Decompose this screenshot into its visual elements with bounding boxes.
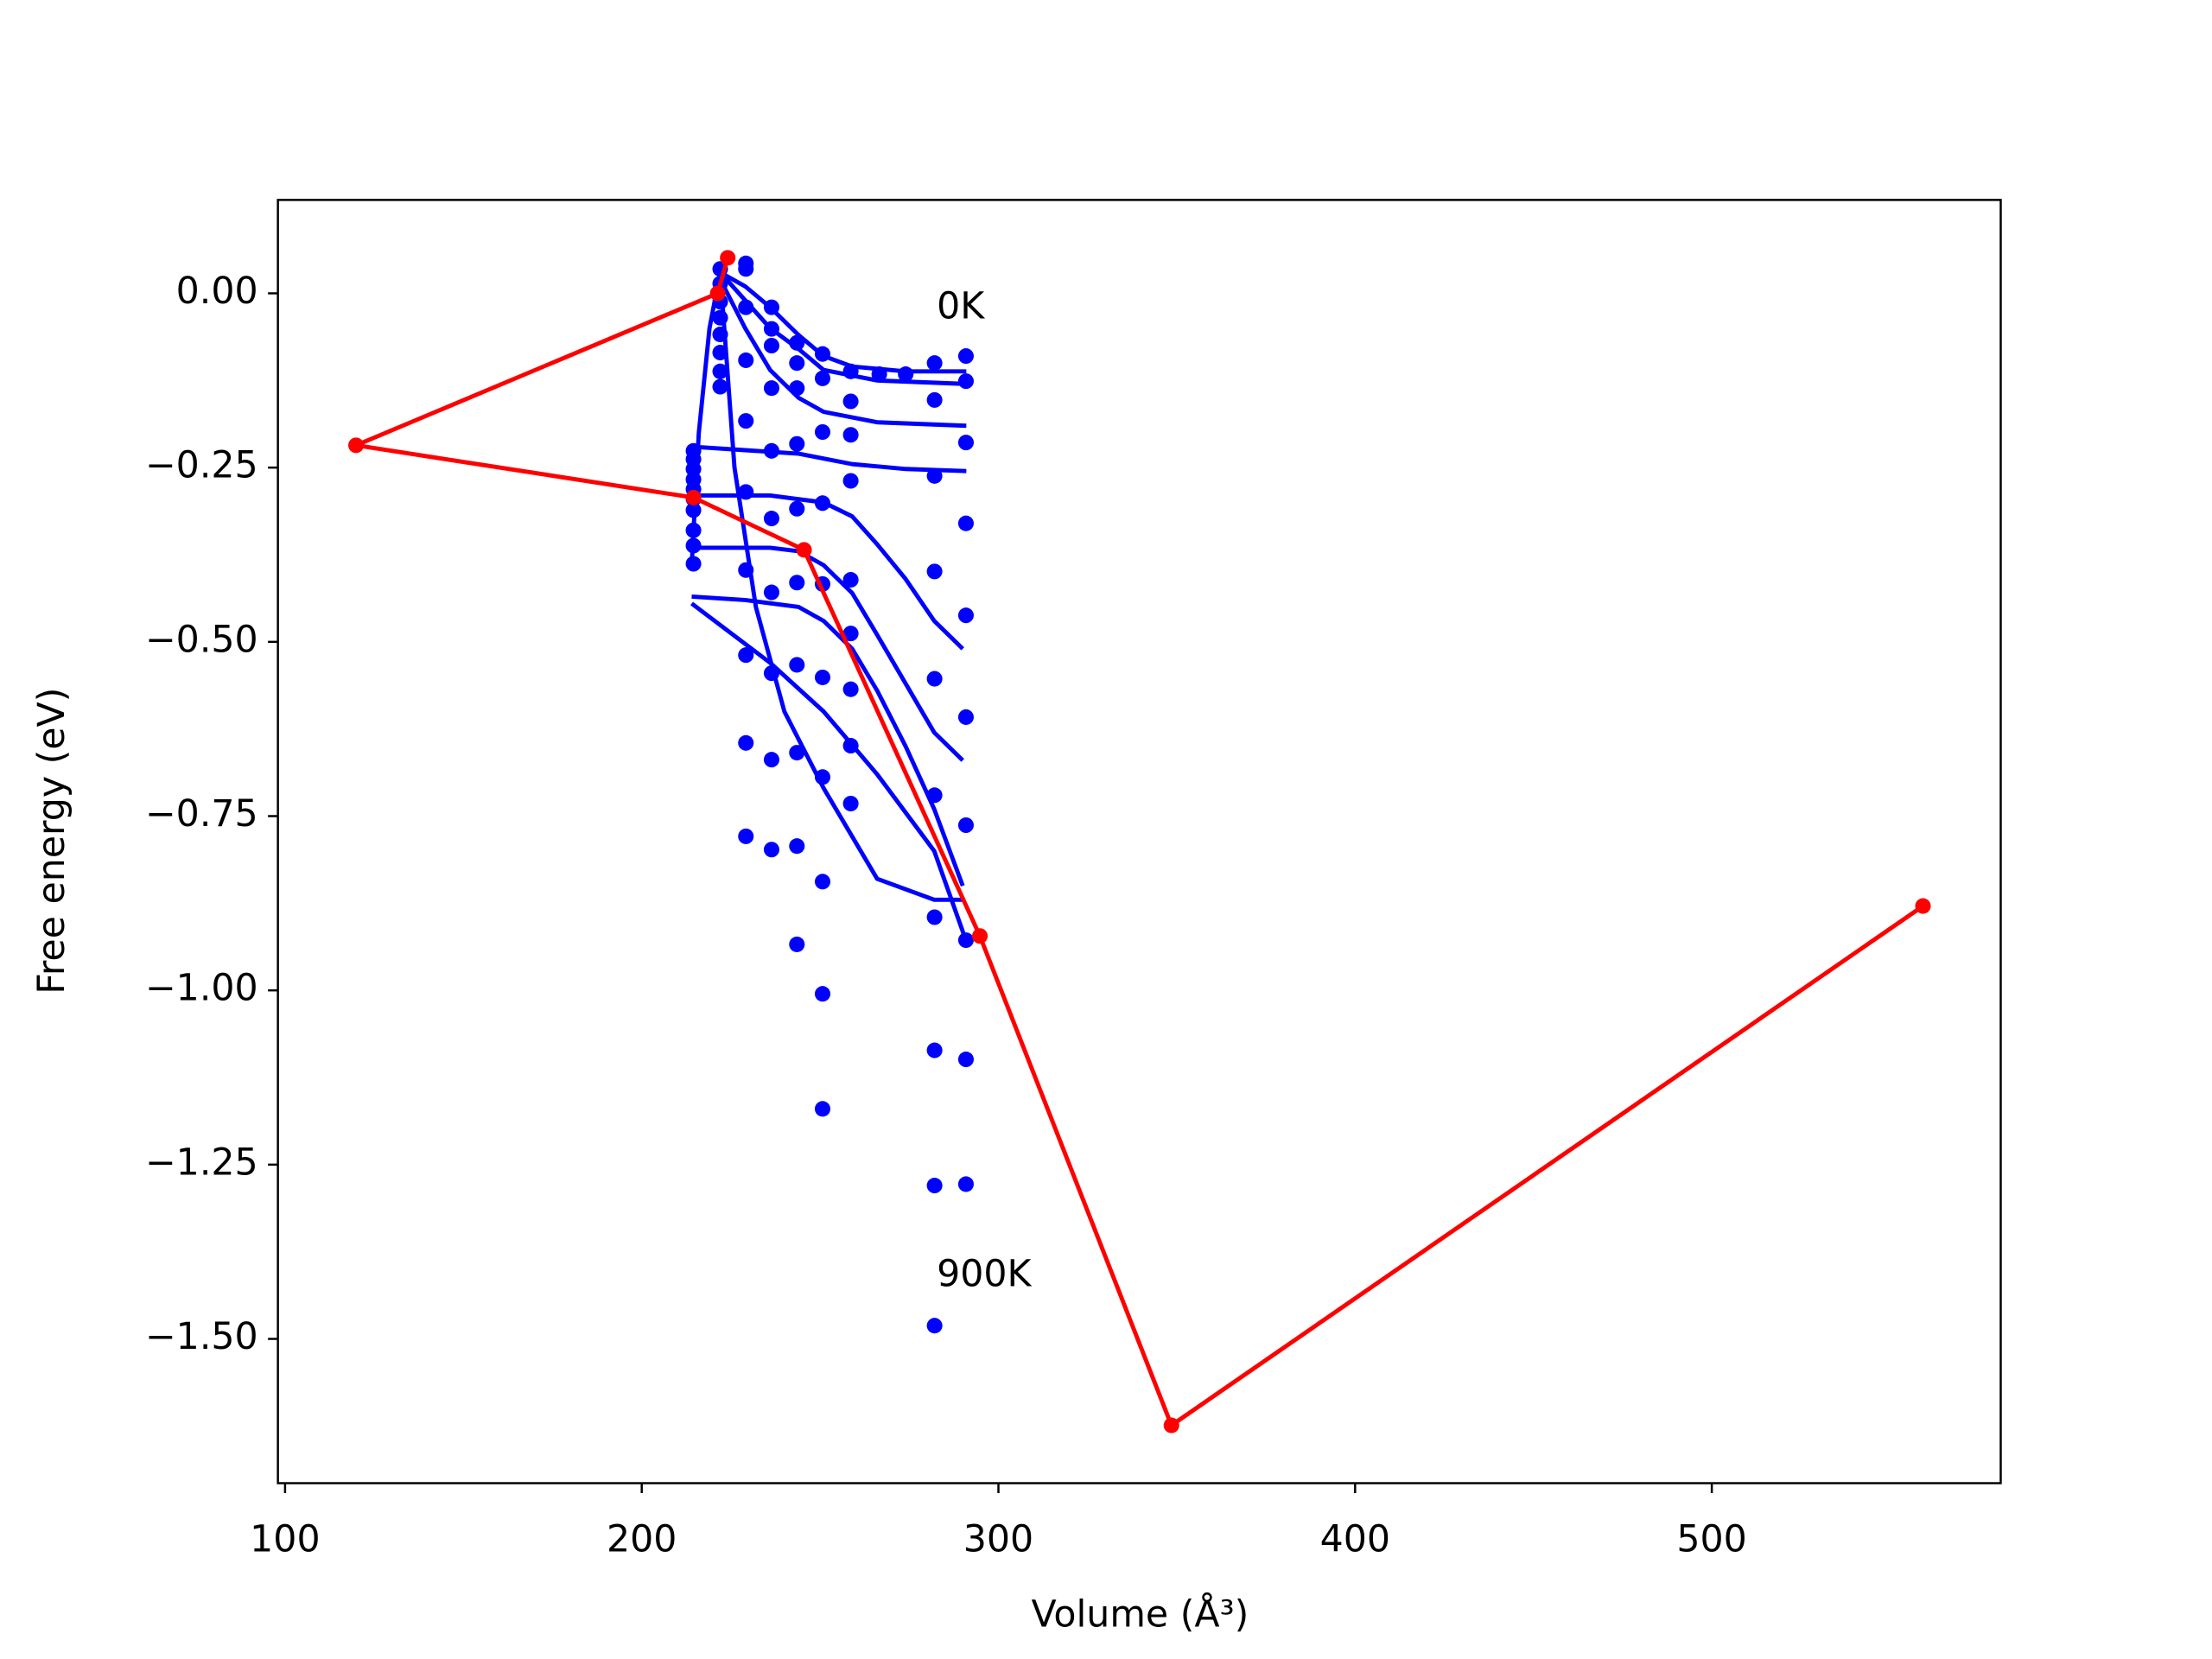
scatter-point [926, 355, 943, 372]
y-tick-label: −1.25 [145, 1141, 258, 1184]
series-line [718, 272, 963, 902]
series-marker [685, 489, 702, 505]
scatter-point [842, 393, 859, 410]
series-line [691, 545, 964, 762]
series-marker [348, 437, 365, 454]
series-line [691, 444, 967, 474]
scatter-point [738, 413, 754, 429]
series-marker [1163, 1417, 1179, 1433]
scatter-point [738, 734, 754, 751]
x-tick-label: 500 [1676, 1517, 1746, 1560]
scatter-point [842, 795, 859, 812]
scatter-point [842, 473, 859, 489]
series-marker [720, 250, 736, 266]
scatter-point [763, 511, 779, 527]
x-tick-label: 100 [250, 1517, 320, 1560]
scatter-point [842, 572, 859, 588]
y-tick-label: −0.50 [145, 618, 258, 661]
plot-frame [276, 199, 2002, 1484]
scatter-point [814, 1101, 831, 1117]
scatter-point [926, 391, 943, 408]
scatter-point [957, 817, 974, 834]
scatter-point [738, 352, 754, 368]
y-tick-label: −0.75 [145, 792, 258, 836]
y-tick-label: −1.00 [145, 967, 258, 1010]
x-tick-label: 200 [607, 1517, 677, 1560]
series-line [353, 257, 1924, 1428]
scatter-point [926, 671, 943, 687]
series-line [691, 594, 965, 887]
series-line [719, 270, 967, 374]
scatter-point [957, 1176, 974, 1192]
scatter-point [957, 348, 974, 365]
scatter-point [763, 842, 779, 858]
scatter-point [789, 355, 805, 372]
scatter-point [814, 370, 831, 386]
scatter-point [763, 337, 779, 354]
scatter-point [926, 1042, 943, 1058]
scatter-point [842, 681, 859, 697]
x-axis-label: Volume (Å³) [1031, 1592, 1249, 1636]
scatter-point [763, 380, 779, 397]
series-marker [796, 542, 812, 558]
series-line [690, 601, 969, 943]
scatter-point [789, 500, 805, 517]
scatter-point [712, 378, 728, 395]
scatter-point [926, 563, 943, 580]
scatter-point [814, 423, 831, 441]
x-tick-label: 300 [963, 1517, 1033, 1560]
annotation: 900K [937, 1252, 1032, 1295]
scatter-point [738, 261, 754, 277]
scatter-point [763, 584, 779, 601]
scatter-point [957, 373, 974, 390]
scatter-point [789, 575, 805, 591]
scatter-point [814, 986, 831, 1002]
scatter-point [842, 427, 859, 443]
series-marker [1915, 898, 1931, 914]
scatter-point [957, 1052, 974, 1068]
scatter-point [789, 435, 805, 452]
series-line [718, 270, 967, 386]
scatter-point [957, 515, 974, 531]
series-marker [972, 928, 988, 944]
scatter-point [814, 669, 831, 685]
scatter-point [789, 657, 805, 673]
scatter-point [789, 745, 805, 761]
scatter-point [763, 752, 779, 768]
scatter-point [957, 607, 974, 624]
scatter-point [789, 936, 805, 952]
y-axis-label: Free energy (eV) [30, 688, 73, 995]
scatter-point [842, 626, 859, 642]
annotation: 0K [937, 285, 985, 328]
scatter-point [926, 909, 943, 925]
series-line [718, 278, 967, 429]
scatter-point [738, 647, 754, 664]
scatter-point [957, 435, 974, 451]
scatter-point [926, 1318, 943, 1334]
scatter-point [712, 363, 728, 379]
series-line [691, 493, 964, 651]
y-tick-label: −1.50 [145, 1315, 258, 1358]
scatter-point [738, 828, 754, 844]
scatter-point [814, 874, 831, 890]
y-tick-label: −0.25 [145, 444, 258, 487]
scatter-point [926, 1178, 943, 1194]
x-tick-label: 400 [1320, 1517, 1390, 1560]
y-tick-label: 0.00 [176, 270, 258, 313]
series-marker [709, 285, 726, 302]
scatter-point [957, 709, 974, 725]
scatter-point [789, 838, 805, 855]
